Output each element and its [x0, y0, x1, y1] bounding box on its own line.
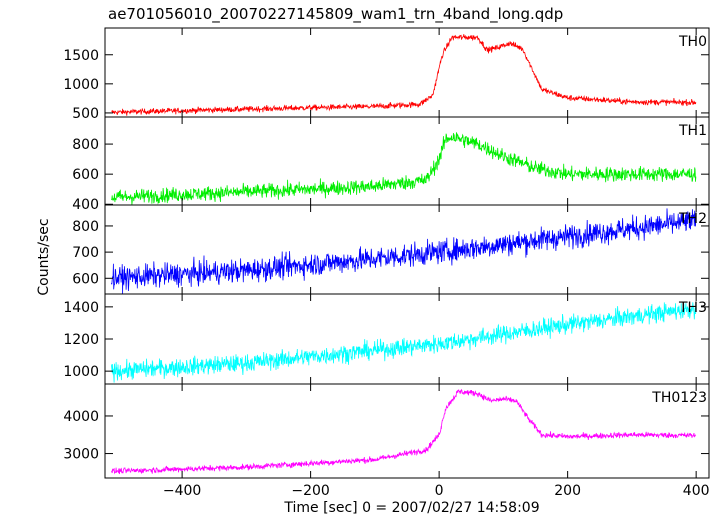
panel-label-th1: TH1 [678, 123, 707, 139]
panel-th2: 600 700 800 TH2 [72, 204, 710, 295]
y-tick-label: 600 [72, 167, 99, 183]
series-line-th2 [111, 208, 697, 295]
panel-th3: 1000 1200 1400 TH3 [63, 293, 710, 385]
panel-frame [104, 383, 710, 479]
panel-th0: 500 1000 1500 TH0 [63, 27, 710, 122]
panel-frame [104, 293, 710, 385]
x-tick-label: 200 [554, 483, 581, 499]
y-tick-label: 500 [72, 106, 99, 122]
y-tick-label: 800 [72, 219, 99, 235]
y-tick-label: 4000 [63, 409, 99, 425]
series-line-th0 [111, 34, 697, 116]
panel-frame [104, 204, 710, 295]
y-tick-label: 3000 [63, 447, 99, 463]
y-tick-label: 600 [72, 271, 99, 287]
y-tick-label: 1500 [63, 48, 99, 64]
y-tick-label: 700 [72, 245, 99, 261]
y-tick-label: 1000 [63, 364, 99, 380]
y-tick-label: 1000 [63, 77, 99, 93]
x-axis-title: Time [sec] 0 = 2007/02/27 14:58:09 [283, 500, 539, 516]
series-line-th0123 [111, 388, 697, 475]
y-tick-label: 800 [72, 137, 99, 153]
panel-label-th3: TH3 [678, 300, 707, 316]
chart-title: ae701056010_20070227145809_wam1_trn_4ban… [108, 5, 563, 24]
series-line-th1 [111, 132, 697, 205]
panel-label-th0: TH0 [678, 34, 707, 50]
x-tick-label: 0 [435, 483, 444, 499]
y-tick-label: 400 [72, 197, 99, 213]
panel-label-th2: TH2 [678, 211, 707, 227]
series-line-th3 [111, 302, 697, 383]
y-tick-label: 1400 [63, 300, 99, 316]
x-tick-label: −200 [291, 483, 329, 499]
x-tick-label: −400 [163, 483, 201, 499]
panel-th0123: 3000 4000 TH0123 [63, 383, 710, 479]
x-tick-label: 400 [683, 483, 710, 499]
panel-frame [104, 27, 710, 118]
panel-th1: 400 600 800 TH1 [72, 116, 710, 213]
y-tick-label: 1200 [63, 332, 99, 348]
panel-label-th0123: TH0123 [651, 390, 707, 406]
y-axis-title: Counts/sec [36, 218, 52, 295]
